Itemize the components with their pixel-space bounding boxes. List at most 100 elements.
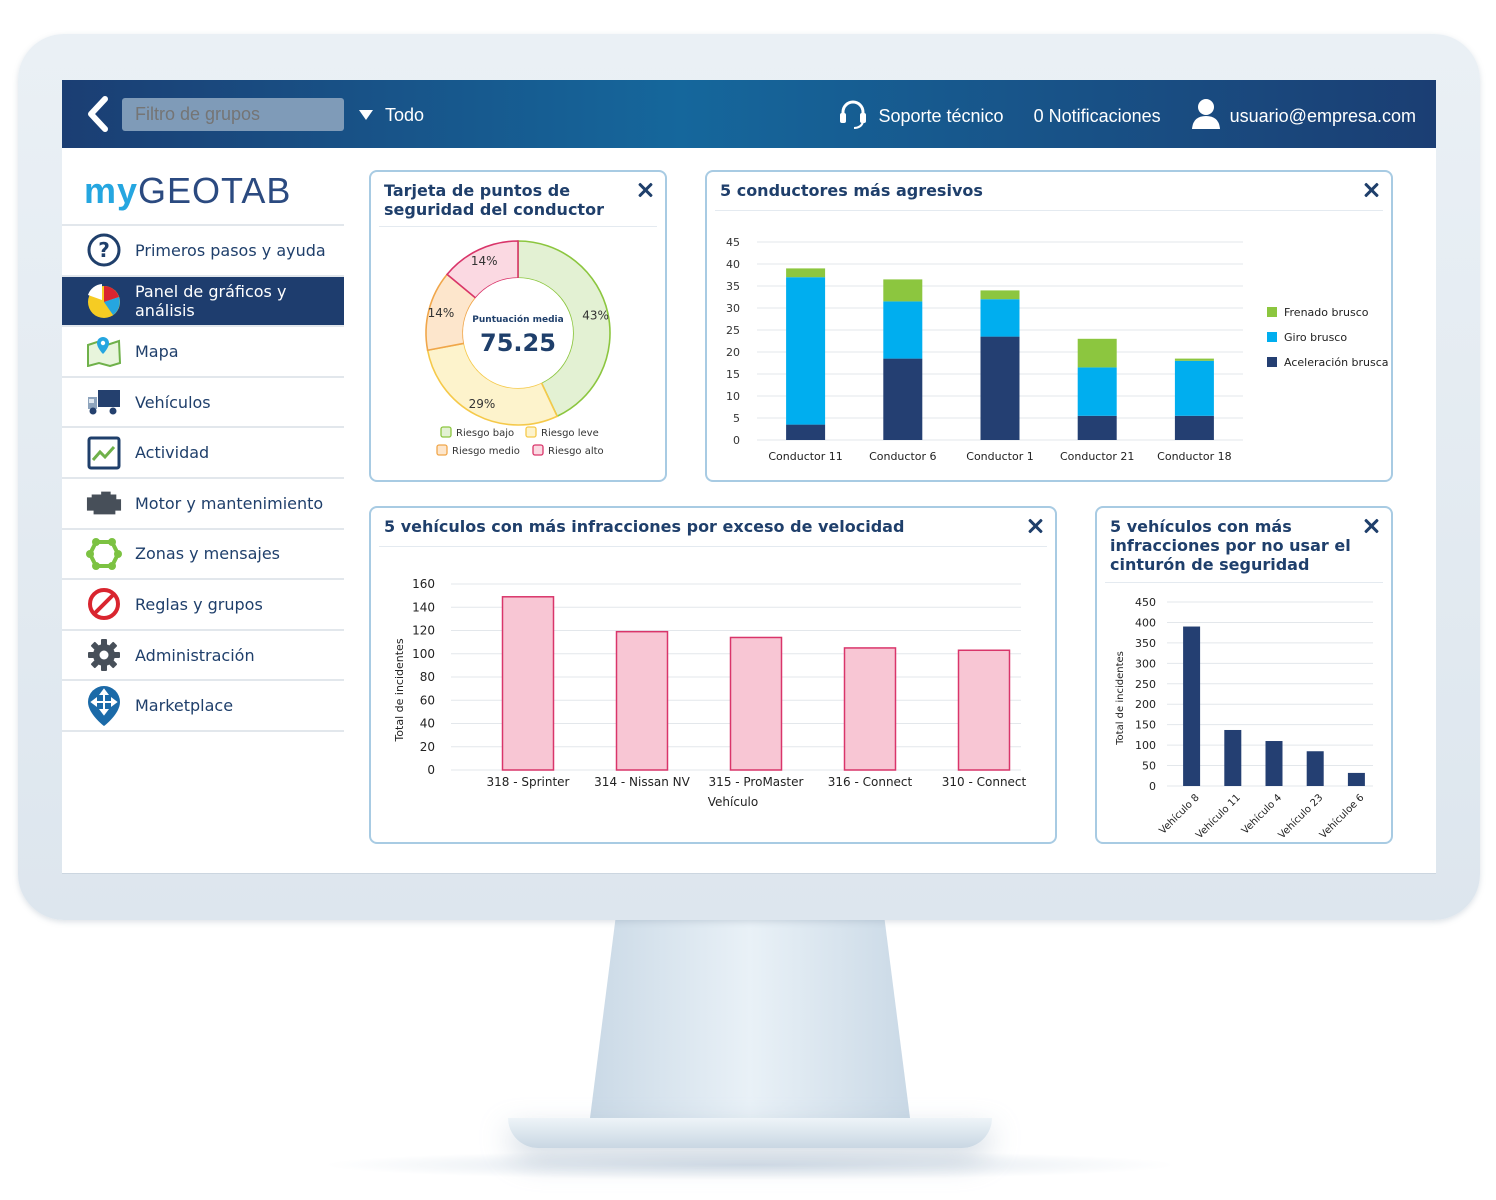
bar xyxy=(1224,729,1242,786)
close-icon[interactable] xyxy=(1363,182,1379,198)
y-tick-label: 200 xyxy=(1135,698,1156,711)
y-tick-label: 100 xyxy=(1135,739,1156,752)
close-icon[interactable] xyxy=(637,182,653,198)
close-icon[interactable] xyxy=(1363,518,1379,534)
logo-my: my xyxy=(84,170,139,211)
y-tick-label: 5 xyxy=(733,412,740,425)
sidebar-item-rules[interactable]: Reglas y grupos xyxy=(62,580,344,631)
dropdown-label: Todo xyxy=(385,104,425,125)
mygeotab-logo[interactable]: myGEOTAB xyxy=(62,148,344,226)
notifications-label: 0 Notificaciones xyxy=(1033,106,1161,126)
legend-label: Riesgo bajo xyxy=(456,428,514,439)
y-axis-label: Total de incidentes xyxy=(1115,651,1126,746)
y-tick-label: 250 xyxy=(1135,678,1156,691)
notifications-link[interactable]: 0 Notificaciones xyxy=(1034,106,1161,127)
legend-swatch xyxy=(1267,357,1277,367)
user-menu[interactable]: usuario@empresa.com xyxy=(1191,98,1416,135)
support-link[interactable]: Soporte técnico xyxy=(837,98,1004,135)
sidebar-item-label: Actividad xyxy=(135,443,210,463)
card-divider xyxy=(379,226,657,227)
y-tick-label: 35 xyxy=(726,280,740,293)
bar xyxy=(1347,772,1365,786)
sidebar-item-label: Zonas y mensajes xyxy=(135,544,281,564)
x-tick-label: Conductor 11 xyxy=(768,450,842,463)
seatbelt-card: 5 vehículos con más infracciones por no … xyxy=(1095,506,1393,844)
bar-segment xyxy=(980,336,1020,440)
sidebar-item-dashboard[interactable]: Panel de gráficos y análisis xyxy=(62,276,344,328)
sidebar-item-label: Mapa xyxy=(135,341,179,361)
speeding-chart: 0 20 40 60 80 100 120 140 160 318 - Sprinter 314 -… xyxy=(393,577,1027,809)
bar-segment xyxy=(883,358,923,440)
y-axis-label: Total de incidentes xyxy=(393,638,406,742)
bar-segment xyxy=(786,424,826,440)
card-divider xyxy=(379,546,1047,547)
y-tick-label: 120 xyxy=(412,624,435,638)
zones-icon xyxy=(86,536,122,572)
x-tick-label: 316 - Connect xyxy=(828,775,913,789)
sidebar-item-admin[interactable]: Administración xyxy=(62,631,344,682)
bar-segment xyxy=(786,268,826,278)
sidebar-item-map[interactable]: Mapa xyxy=(62,327,344,378)
legend-label: Riesgo leve xyxy=(541,428,599,439)
y-tick-label: 0 xyxy=(733,434,740,447)
sidebar-item-label: Vehículos xyxy=(135,392,211,412)
aggressive-drivers-card: 5 conductores más agresivos 0 5 10 15 20 25 30… xyxy=(705,170,1393,482)
sidebar-item-engine[interactable]: Motor y mantenimiento xyxy=(62,479,344,530)
dropdown-triangle-icon xyxy=(359,110,373,120)
marketplace-icon xyxy=(86,685,122,726)
bar-segment xyxy=(1174,358,1214,361)
y-tick-label: 15 xyxy=(726,368,740,381)
y-tick-label: 10 xyxy=(726,390,740,403)
x-tick-label: Vehículo 11 xyxy=(1193,792,1242,841)
x-tick-label: Vehículoe 6 xyxy=(1317,792,1366,841)
sidebar-item-label: Marketplace xyxy=(135,696,234,716)
group-filter-input[interactable] xyxy=(122,98,344,131)
support-label: Soporte técnico xyxy=(878,106,1004,126)
y-tick-label: 0 xyxy=(1149,780,1156,793)
bar xyxy=(1306,751,1324,786)
y-tick-label: 20 xyxy=(420,740,435,754)
bar-segment xyxy=(980,299,1020,337)
bar-segment xyxy=(1174,415,1214,440)
bar-segment xyxy=(1174,360,1214,416)
y-tick-label: 60 xyxy=(420,693,435,707)
sidebar-item-label: Administración xyxy=(135,645,255,665)
sidebar-item-activity[interactable]: Actividad xyxy=(62,428,344,479)
bar xyxy=(615,630,669,771)
bar-segment xyxy=(883,301,923,359)
sidebar-item-marketplace[interactable]: Marketplace xyxy=(62,681,344,732)
x-tick-label: Conductor 6 xyxy=(869,450,936,463)
sidebar-item-zones[interactable]: Zonas y mensajes xyxy=(62,530,344,581)
x-tick-label: Vehículo 8 xyxy=(1157,792,1202,837)
sidebar-item-vehicles[interactable]: Vehículos xyxy=(62,378,344,429)
legend-swatch xyxy=(1267,307,1277,317)
legend-label: Frenado brusco xyxy=(1284,306,1369,319)
activity-icon xyxy=(86,435,122,471)
x-tick-label: 315 - ProMaster xyxy=(709,775,804,789)
sidebar-item-label: Motor y mantenimiento xyxy=(135,493,324,513)
x-tick-label: Conductor 1 xyxy=(966,450,1033,463)
legend-swatch xyxy=(440,426,452,438)
y-tick-label: 45 xyxy=(726,236,740,249)
y-tick-label: 140 xyxy=(412,600,435,614)
close-icon[interactable] xyxy=(1027,518,1043,534)
y-tick-label: 30 xyxy=(726,302,740,315)
bar xyxy=(729,636,783,771)
monitor-base xyxy=(508,1118,992,1148)
bar xyxy=(1265,741,1283,786)
sidebar: myGEOTAB ? Primeros pasos y ayuda Panel … xyxy=(62,148,344,874)
safety-donut-chart: Puntuación media 75.25 43% 29% 14% 14% Ries… xyxy=(425,240,611,457)
legend-swatch xyxy=(436,444,448,456)
sidebar-item-help[interactable]: ? Primeros pasos y ayuda xyxy=(62,226,344,277)
group-dropdown[interactable]: Todo xyxy=(359,102,424,128)
gear-icon xyxy=(86,637,122,673)
y-tick-label: 80 xyxy=(420,670,435,684)
bar-segment xyxy=(980,290,1020,300)
dashboard-main: Tarjeta de puntos de seguridad del condu… xyxy=(344,148,1436,874)
sidebar-item-label: Reglas y grupos xyxy=(135,594,263,614)
back-arrow-icon[interactable] xyxy=(84,96,114,132)
app-screen: Todo Soporte técnico 0 Notificaciones xyxy=(62,80,1436,874)
bar-segment xyxy=(1077,367,1117,416)
rules-icon xyxy=(86,586,122,622)
